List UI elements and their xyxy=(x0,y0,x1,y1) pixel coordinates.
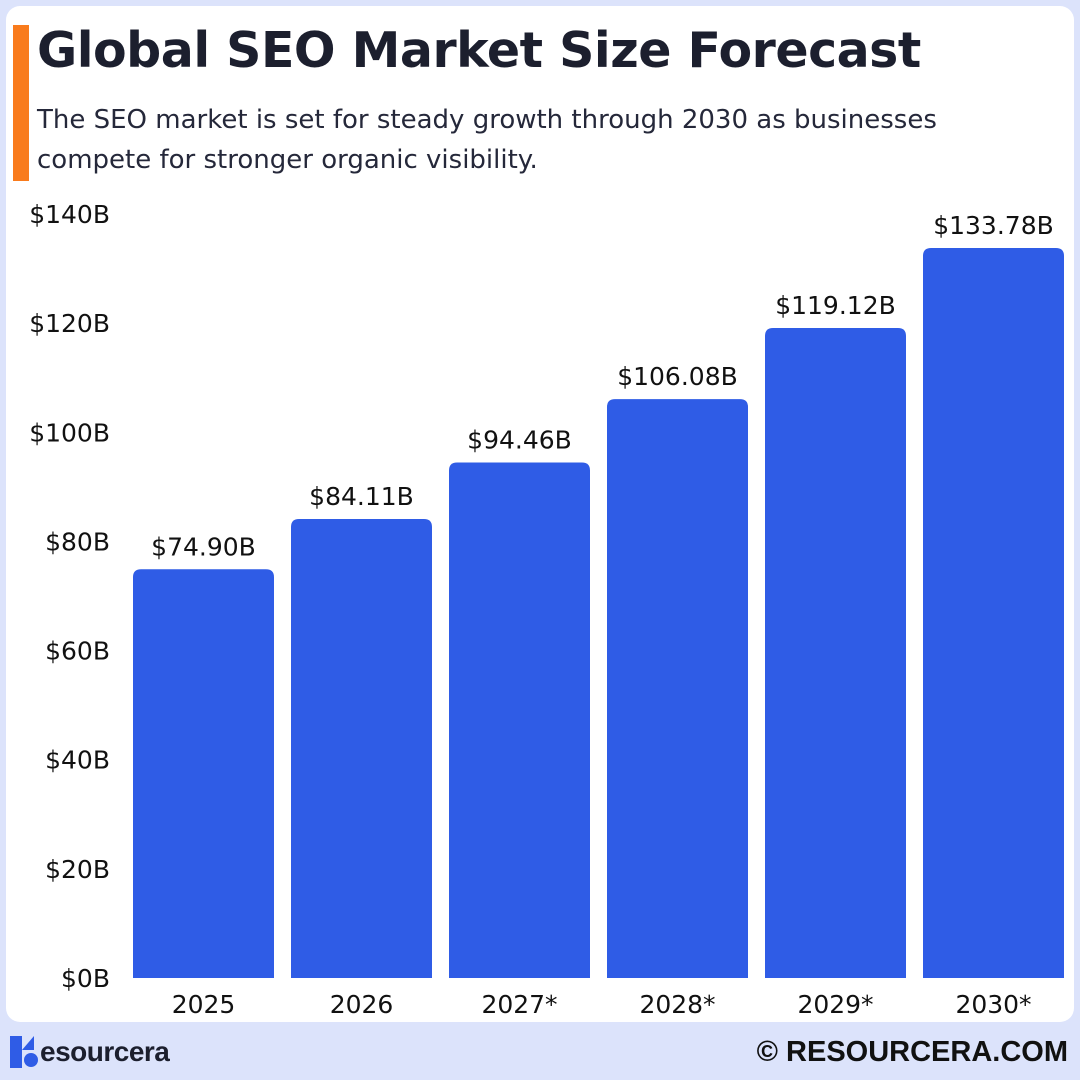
data-label: $94.46B xyxy=(467,426,572,455)
data-label: $74.90B xyxy=(151,532,256,561)
y-tick-label: $120B xyxy=(29,309,110,338)
y-tick-label: $60B xyxy=(45,637,110,666)
y-tick-label: $40B xyxy=(45,746,110,775)
copyright-text: © RESOURCERA.COM xyxy=(756,1036,1068,1068)
title-accent-bar xyxy=(13,25,29,181)
x-tick-label: 2030* xyxy=(955,990,1031,1019)
data-label: $133.78B xyxy=(933,211,1054,240)
bar xyxy=(133,569,274,978)
bar xyxy=(923,247,1064,979)
y-tick-label: $100B xyxy=(29,418,110,447)
bar xyxy=(291,518,432,978)
data-label: $84.11B xyxy=(309,482,414,511)
x-tick-label: 2027* xyxy=(481,990,557,1019)
y-tick-label: $140B xyxy=(29,200,110,229)
resourcera-logo: esourcera xyxy=(10,1036,170,1068)
logo-mark-icon xyxy=(10,1036,38,1068)
x-tick-label: 2028* xyxy=(639,990,715,1019)
bar xyxy=(765,327,906,978)
bar xyxy=(449,462,590,978)
bar xyxy=(607,399,748,978)
x-tick-label: 2026 xyxy=(330,990,394,1019)
data-label: $119.12B xyxy=(775,291,896,320)
page-title: Global SEO Market Size Forecast xyxy=(37,22,921,79)
x-tick-label: 2029* xyxy=(797,990,873,1019)
x-tick-label: 2025 xyxy=(172,990,236,1019)
y-tick-label: $80B xyxy=(45,527,110,556)
page-subtitle: The SEO market is set for steady growth … xyxy=(37,105,937,175)
data-label: $106.08B xyxy=(617,362,738,391)
y-tick-label: $20B xyxy=(45,855,110,884)
y-tick-label: $0B xyxy=(61,964,110,993)
logo-text: esourcera xyxy=(40,1036,170,1067)
